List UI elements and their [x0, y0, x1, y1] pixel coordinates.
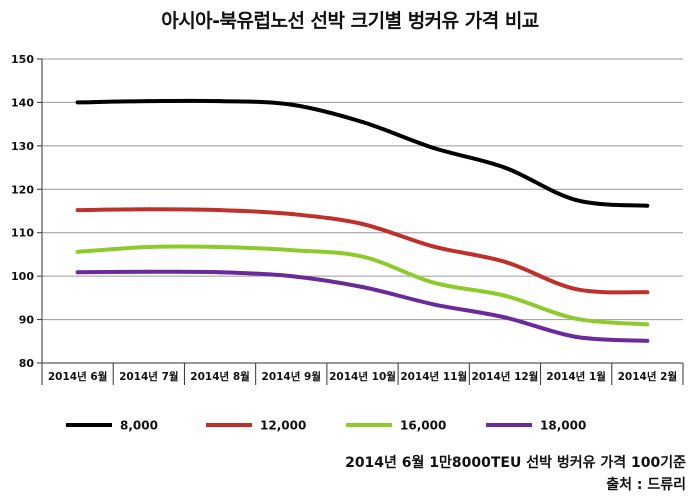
y-tick-label: 100	[11, 270, 34, 283]
y-tick-label: 110	[11, 227, 34, 240]
data-point	[574, 316, 579, 321]
data-point	[75, 208, 80, 213]
data-point	[75, 249, 80, 254]
data-point	[289, 274, 294, 279]
data-point	[645, 338, 650, 343]
axes	[37, 58, 684, 385]
data-point	[360, 254, 365, 259]
data-point	[431, 280, 436, 285]
data-point	[146, 99, 151, 104]
grid-lines	[42, 58, 683, 321]
x-tick-label: 2014년 9월	[262, 370, 322, 383]
data-point	[289, 102, 294, 107]
legend-label: 12,000	[260, 419, 306, 433]
data-point	[360, 119, 365, 124]
data-point	[502, 315, 507, 320]
x-tick-label: 2014년 2월	[618, 370, 678, 383]
data-point	[645, 203, 650, 208]
data-point	[218, 270, 223, 275]
data-point	[574, 334, 579, 339]
data-point	[146, 269, 151, 274]
data-point	[75, 100, 80, 105]
data-point	[289, 212, 294, 217]
legend-label: 16,000	[400, 419, 446, 433]
data-point	[218, 245, 223, 250]
data-point	[502, 259, 507, 264]
series-line-12000	[77, 207, 648, 295]
x-tick-label: 2014년 11월	[400, 370, 467, 383]
data-point	[360, 285, 365, 289]
x-tick-label: 2014년 8월	[190, 370, 250, 383]
x-tick-label: 2014년 7월	[119, 370, 179, 383]
data-point	[360, 222, 365, 227]
x-tick-label: 2014년 6월	[48, 370, 108, 383]
y-tick-label: 150	[11, 53, 34, 66]
y-tick-label: 80	[19, 357, 35, 370]
data-point	[218, 99, 223, 104]
data-point	[431, 146, 436, 151]
data-point	[502, 293, 507, 298]
data-point	[574, 287, 579, 292]
x-tick-label: 2014년 12월	[472, 370, 539, 383]
y-tick-label: 90	[19, 314, 35, 327]
data-point	[645, 322, 650, 327]
data-point	[574, 198, 579, 203]
x-tick-label: 2014년 1월	[546, 370, 606, 383]
y-axis-ticks: 80 90 100 110 120 130 140 150	[11, 53, 34, 370]
data-point	[218, 208, 223, 213]
data-point	[431, 244, 436, 249]
legend: 8,000 12,000 16,000 18,000	[66, 419, 586, 433]
x-axis-ticks: 2014년 6월 2014년 7월 2014년 8월 2014년 9월 2014년 10…	[48, 370, 677, 383]
legend-label: 18,000	[540, 419, 586, 433]
x-tick-label: 2014년 10월	[329, 370, 396, 383]
data-point	[431, 302, 436, 307]
legend-label: 8,000	[120, 419, 158, 433]
y-tick-label: 120	[11, 183, 34, 196]
data-point	[75, 270, 80, 275]
data-point	[645, 290, 650, 295]
chart-note: 2014년 6월 1만8000TEU 선박 벙커유 가격 100기준	[345, 455, 686, 471]
chart-title: 아시아-북유럽노선 선박 크기별 벙커유 가격 비교	[161, 10, 539, 32]
data-point	[289, 248, 294, 253]
y-tick-label: 130	[11, 140, 34, 153]
y-tick-label: 140	[11, 96, 34, 109]
data-point	[502, 165, 507, 170]
data-point	[146, 207, 151, 212]
series-line-8000	[77, 98, 648, 208]
chart-source: 출처 : 드류리	[606, 477, 686, 493]
data-point	[146, 245, 151, 250]
series-lines	[75, 98, 650, 343]
series-line-18000	[77, 269, 648, 343]
